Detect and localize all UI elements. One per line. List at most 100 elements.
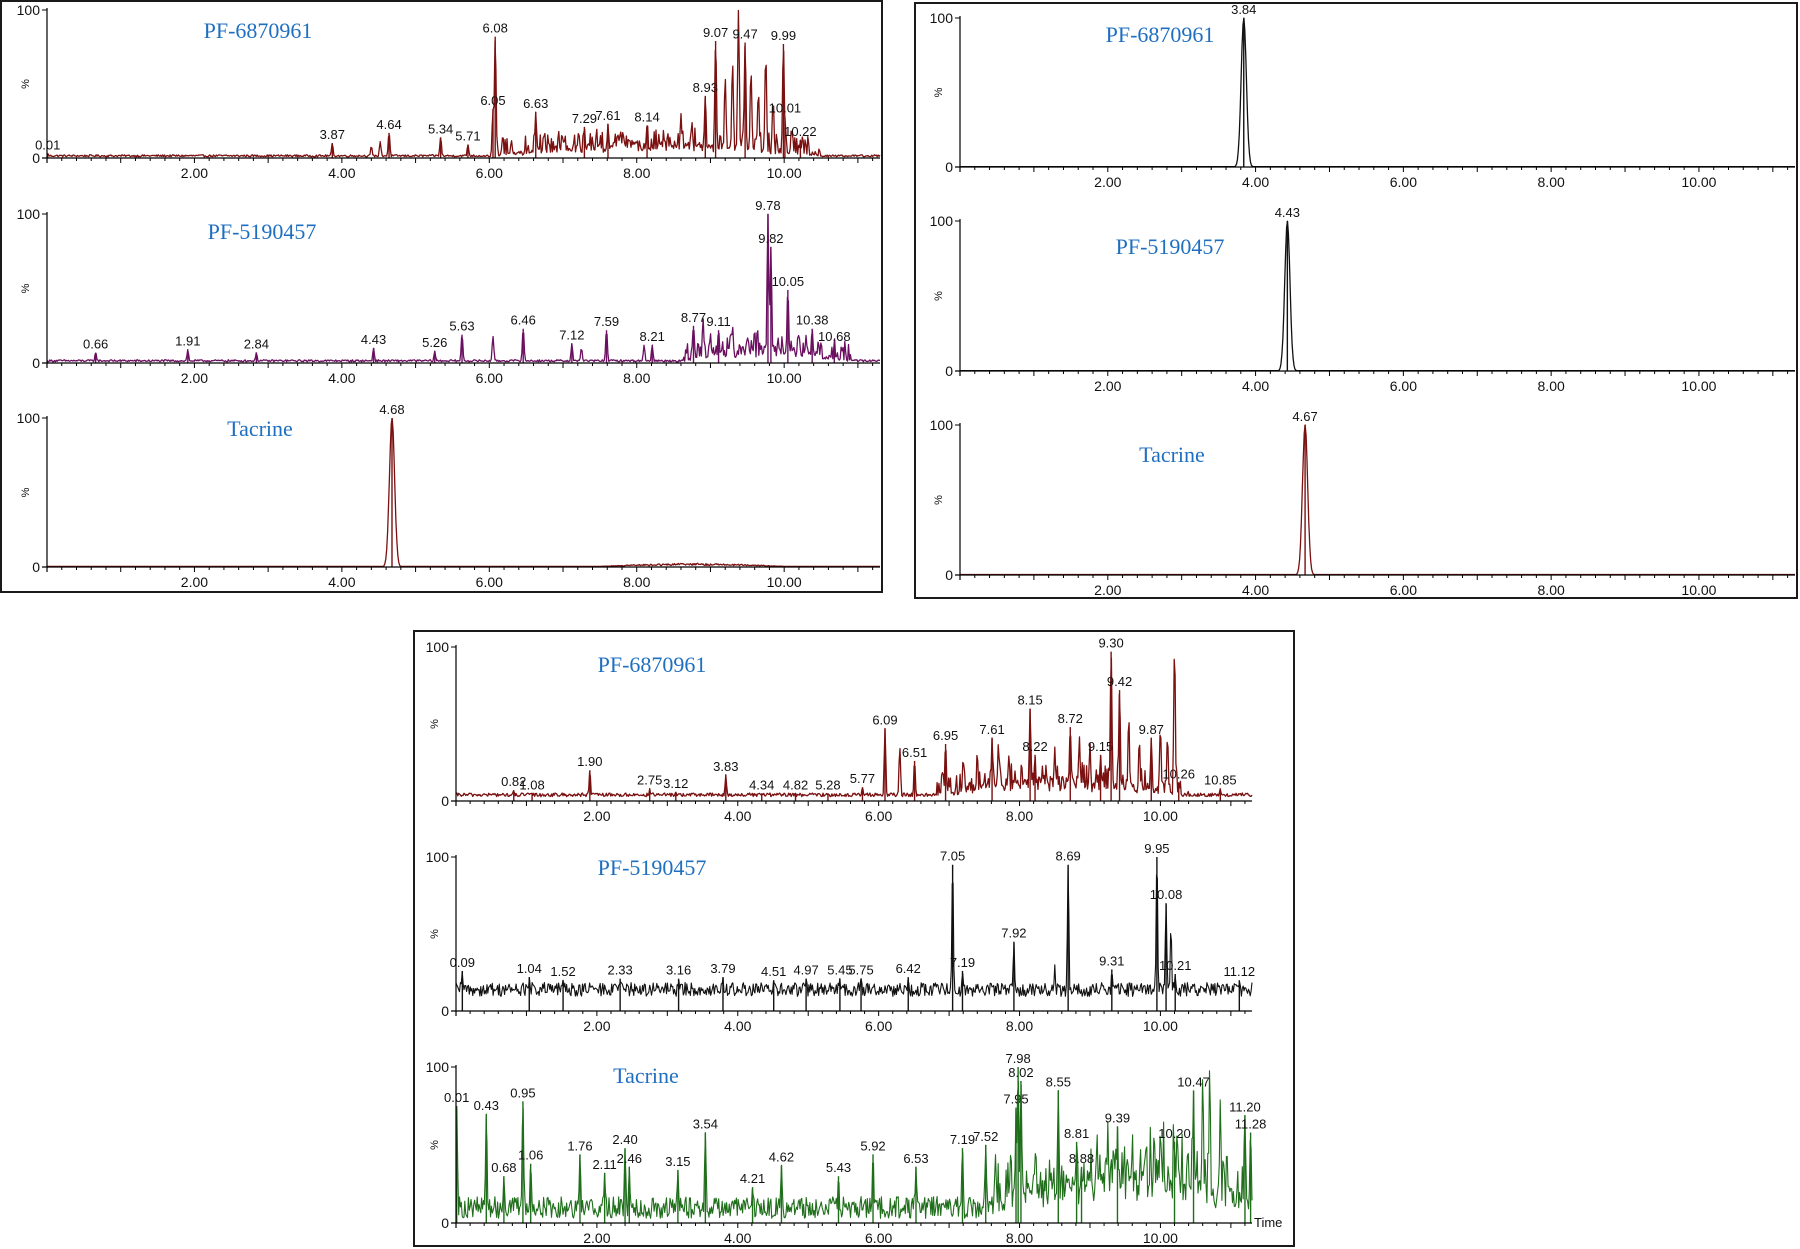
peak-label-b1-2: 1.90 — [577, 754, 602, 769]
peak-label-b2-4: 3.16 — [666, 963, 691, 978]
peak-label-tl1-12: 9.07 — [703, 25, 728, 40]
peak-label-tl2-13: 9.82 — [758, 231, 783, 246]
x-tick-label-tl2-4: 10.00 — [767, 370, 802, 386]
peak-label-tl1-5: 6.05 — [480, 93, 505, 108]
peak-label-b3-7: 2.40 — [612, 1132, 637, 1147]
peak-label-tl2-9: 8.21 — [640, 329, 665, 344]
peak-label-b1-13: 7.61 — [979, 722, 1004, 737]
peak-label-b3-22: 8.81 — [1064, 1126, 1089, 1141]
peak-label-b3-2: 0.68 — [491, 1160, 516, 1175]
peak-label-b1-20: 9.87 — [1139, 722, 1164, 737]
peak-label-b2-12: 7.19 — [950, 955, 975, 970]
x-tick-label-tr3-4: 10.00 — [1681, 582, 1716, 598]
peak-label-tl2-3: 4.43 — [361, 332, 386, 347]
peak-label-b3-28: 11.28 — [1235, 1117, 1267, 1132]
chart-b3: 0.01 0.43 0.68 0.95 1.06 1.762.11 2.40 2.46 3.15… — [426, 1051, 1283, 1246]
peak-label-b2-13: 7.92 — [1001, 926, 1026, 941]
peak-label-tl1-3: 5.34 — [428, 121, 453, 136]
y-tick-label-tr1-1: 0 — [945, 159, 953, 175]
peak-label-b3-24: 9.39 — [1105, 1110, 1130, 1125]
x-tick-label-tl1-0: 2.00 — [181, 165, 208, 181]
y-axis-label-b1: % — [429, 719, 441, 729]
chart-title-b1: PF-6870961 — [598, 652, 707, 677]
y-tick-label-tr3-0: 100 — [930, 417, 954, 433]
chart-title-tl2: PF-5190457 — [208, 219, 317, 244]
chart-tl3: 4.68 100 0% 2.00 4.00 6.00 8.00 10.00 Tacrine — [17, 402, 880, 590]
peak-label-b2-18: 10.21 — [1159, 958, 1192, 973]
peak-label-b1-19: 9.42 — [1107, 674, 1132, 689]
peak-label-b2-17: 10.08 — [1150, 887, 1183, 902]
trace-tl2 — [46, 213, 880, 363]
peak-label-b3-27: 11.20 — [1229, 1099, 1261, 1114]
y-tick-label-tr2-1: 0 — [945, 363, 953, 379]
x-tick-label-b1-0: 2.00 — [583, 808, 610, 824]
y-axis-label-tl2: % — [20, 283, 32, 293]
trace-b3 — [455, 1070, 1253, 1219]
y-axis-label-tr3: % — [933, 495, 945, 505]
y-tick-label-b3-0: 100 — [426, 1059, 450, 1075]
peak-label-b3-23: 8.88 — [1069, 1151, 1094, 1166]
y-tick-label-tr2-0: 100 — [930, 213, 954, 229]
peak-label-tl1-14: 9.99 — [771, 28, 796, 43]
x-tick-label-b2-4: 10.00 — [1143, 1018, 1178, 1034]
peak-label-tl1-2: 4.64 — [376, 117, 401, 132]
peak-label-tl2-14: 10.05 — [772, 274, 805, 289]
peak-label-tl1-4: 5.71 — [455, 129, 480, 144]
trace-b2 — [455, 865, 1253, 997]
peak-label-b2-7: 4.97 — [793, 963, 818, 978]
x-tick-label-tr1-1: 4.00 — [1242, 174, 1269, 190]
peak-label-b1-10: 6.09 — [872, 713, 897, 728]
x-tick-label-tl3-2: 6.00 — [476, 574, 503, 590]
y-axis-label-b2: % — [429, 929, 441, 939]
trace-tl1 — [46, 9, 881, 158]
peak-label-b3-9: 3.15 — [665, 1154, 690, 1169]
peak-label-b1-11: 6.51 — [902, 745, 927, 760]
peak-label-b3-12: 4.62 — [769, 1149, 794, 1164]
x-tick-label-tl2-3: 8.00 — [623, 370, 650, 386]
x-tick-label-tr3-3: 8.00 — [1538, 582, 1565, 598]
bottom-frame — [413, 630, 1295, 1247]
x-tick-label-tr3-2: 6.00 — [1390, 582, 1417, 598]
peak-label-b1-5: 3.83 — [713, 759, 738, 774]
chart-tl1: 0.01 3.87 4.64 5.34 5.71 6.05 6.08 6.63 7.297.61… — [17, 2, 881, 181]
chart-title-tr1: PF-6870961 — [1106, 22, 1215, 47]
x-tick-label-b2-2: 6.00 — [865, 1018, 892, 1034]
x-tick-label-tl3-3: 8.00 — [623, 574, 650, 590]
y-axis-label-tl3: % — [20, 487, 32, 497]
peak-label-b2-14: 8.69 — [1055, 849, 1080, 864]
peak-label-b2-8: 5.45 — [827, 963, 852, 978]
trace-tl3 — [47, 417, 880, 568]
chart-tr3: 4.67 100 0% 2.00 4.00 6.00 8.00 10.00 Tacrine — [930, 409, 1795, 598]
peak-label-tl1-9: 7.61 — [595, 108, 620, 123]
y-tick-label-tl3-1: 0 — [32, 559, 40, 575]
x-tick-label-tr2-3: 8.00 — [1538, 378, 1565, 394]
chart-b1: 0.821.08 1.90 2.75 3.12 3.83 4.34 4.82 5.28 5.77… — [426, 636, 1253, 824]
peak-label-b1-8: 5.28 — [815, 777, 840, 792]
peak-label-b1-6: 4.34 — [749, 777, 774, 792]
peak-label-b3-8: 2.46 — [617, 1151, 642, 1166]
x-tick-label-tl1-2: 6.00 — [476, 165, 503, 181]
y-tick-label-tl3-0: 100 — [17, 410, 41, 426]
peak-label-b2-5: 3.79 — [710, 961, 735, 976]
peak-label-b2-11: 7.05 — [940, 849, 965, 864]
peak-label-b1-18: 9.30 — [1098, 636, 1123, 651]
y-tick-label-tl1-0: 100 — [17, 2, 41, 18]
peak-label-b3-19: 7.98 — [1005, 1051, 1030, 1066]
peak-label-b1-21: 10.26 — [1162, 767, 1195, 782]
peak-label-tl3-0: 4.68 — [379, 402, 404, 417]
peak-label-tl2-0: 0.66 — [83, 337, 108, 352]
peak-label-b3-10: 3.54 — [693, 1117, 718, 1132]
x-tick-label-b3-2: 6.00 — [865, 1230, 892, 1246]
peak-label-tl1-11: 8.93 — [693, 80, 718, 95]
peak-label-b3-15: 6.53 — [903, 1151, 928, 1166]
peak-label-tl2-7: 7.12 — [559, 328, 584, 343]
peak-label-b1-4: 3.12 — [663, 776, 688, 791]
left-top-frame — [0, 0, 883, 593]
chart-b2: 0.09 1.04 1.52 2.33 3.16 3.79 4.51 4.97 5.455.75… — [426, 841, 1255, 1034]
x-tick-label-tr1-4: 10.00 — [1681, 174, 1716, 190]
peak-label-tl2-11: 9.11 — [706, 314, 730, 329]
y-tick-label-tr1-0: 100 — [930, 10, 954, 26]
y-tick-label-b3-1: 0 — [441, 1215, 449, 1231]
chart-tr1: 3.84 100 0% 2.00 4.00 6.00 8.00 10.00 PF-6870961 — [930, 2, 1795, 190]
peak-label-tl1-13: 9.47 — [732, 27, 757, 42]
